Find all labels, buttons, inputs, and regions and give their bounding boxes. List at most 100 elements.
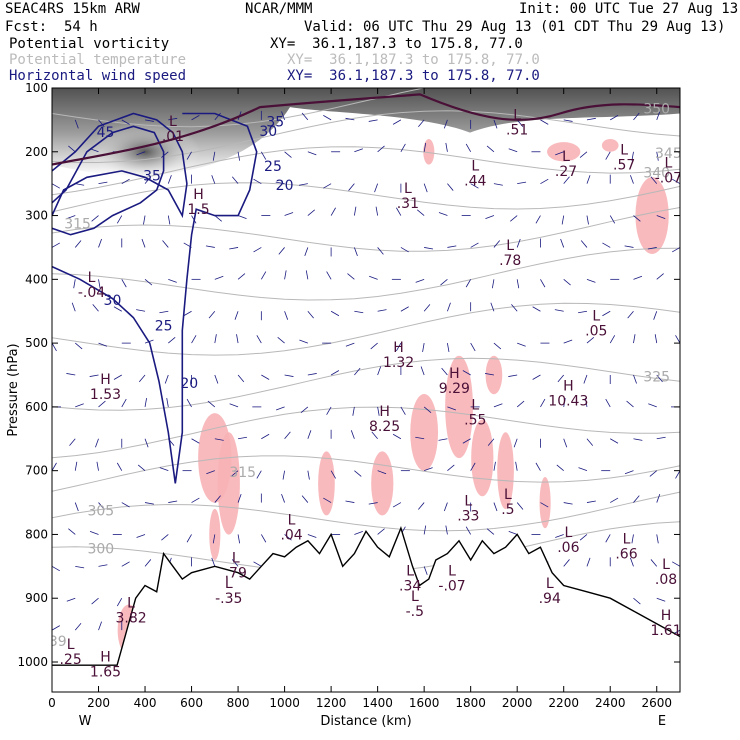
wind-vector [231,559,239,567]
wind-vector [624,245,634,248]
wind-vector [583,374,588,384]
x-tick-label: 1600 [409,696,440,710]
pv-low-marker: L [564,525,572,541]
wind-vector [423,142,427,152]
wind-vector [424,247,434,250]
wind-vector [350,430,355,439]
wind-vector [284,431,291,440]
wind-vector [377,247,384,255]
pv-positive-region [410,394,439,471]
wind-vector [557,374,565,383]
fcst-value: 54 h [64,19,98,35]
pv-extremum-value: 8.25 [369,419,400,435]
wind-vector [348,183,355,191]
terrain-fill [52,528,680,692]
wind-speed-label: 35 [266,114,284,130]
wind-vector [143,215,146,225]
wind-vector [136,534,146,538]
wind-vector [633,215,641,222]
pv-low-marker: L [88,270,96,286]
wind-vector [579,534,588,541]
wind-vector [164,374,169,384]
wind-vector [633,334,636,344]
pv-high-marker: H [193,187,204,203]
wind-vector [214,495,221,503]
legend-pv-xy: XY= 36.1,187.3 to 175.8, 77.0 [270,36,523,52]
wind-vector [493,461,496,471]
wind-vector [423,304,431,312]
wind-vector [214,374,219,384]
wind-vector [260,151,267,160]
wind-vector [277,337,285,344]
y-tick-label: 200 [25,145,48,159]
wind-vector [631,534,634,544]
wind-vector [52,374,53,375]
wind-vector [517,181,527,185]
wind-vector [602,242,611,248]
wind-vector [162,240,169,248]
legend-ws-name: Horizontal wind speed [9,68,187,84]
wind-vector [470,342,476,352]
wind-speed-label: 30 [104,293,122,309]
wind-vector [563,397,566,407]
wind-vector [368,119,378,122]
pv-extremum-value: 1.32 [383,355,414,371]
wind-vector [284,311,289,320]
wind-vector [656,374,663,383]
wind-vector [256,335,262,344]
wind-vector [633,112,640,121]
y-tick-label: 300 [25,209,48,223]
wind-vector [323,115,332,121]
wind-vector [371,431,378,440]
wind-vector [253,561,262,567]
wind-vector [237,151,241,161]
wind-vector [52,565,60,572]
wind-vector [443,502,448,512]
wind-vector [515,461,518,471]
pv-positive-region [371,451,394,516]
wind-vector [261,374,270,380]
wind-vector [52,279,53,281]
wind-vector [137,464,146,471]
wind-vector [563,176,570,184]
pv-positive-region [471,419,494,497]
wind-speed-contour [52,112,258,484]
wind-vector [52,533,53,535]
wind-vector [633,495,640,503]
wind-vector [508,374,518,377]
theta-contour [52,247,680,301]
wind-vector [605,151,611,160]
wind-vector [136,151,146,156]
wind-vector [214,438,224,441]
wind-vector [630,557,634,567]
wind-vector [191,335,197,344]
pv-extremum-value: .33 [457,508,479,524]
wind-vector [672,561,680,567]
wind-vector [377,406,380,416]
wind-vector [52,150,53,152]
y-tick-label: 700 [25,464,48,478]
pv-extremum-value: -.04 [78,285,105,301]
wind-vector [113,374,122,380]
wind-vector [98,400,106,408]
pv-extremum-value: .78 [499,253,521,269]
wind-vector [307,310,314,319]
legend-pt-xy: XY= 36.1,187.3 to 175.8, 77.0 [287,52,540,68]
wind-vector [121,178,130,185]
pv-low-marker: L [169,114,177,130]
wind-vector [627,310,634,319]
wind-vector [161,151,169,158]
wind-vector [493,183,503,186]
wind-vector [345,342,355,347]
wind-vector [167,175,172,184]
pv-positive-region [539,476,551,529]
wind-vector [237,374,245,383]
wind-speed-label: 30 [259,124,277,140]
wind-vector [540,279,546,288]
x-tick-label: 200 [87,696,110,710]
wind-vector [561,215,565,225]
wind-speed-label: 35 [143,168,161,184]
theta-contour [52,302,680,356]
x-end-right: E [658,714,666,729]
wind-vector [66,597,76,602]
